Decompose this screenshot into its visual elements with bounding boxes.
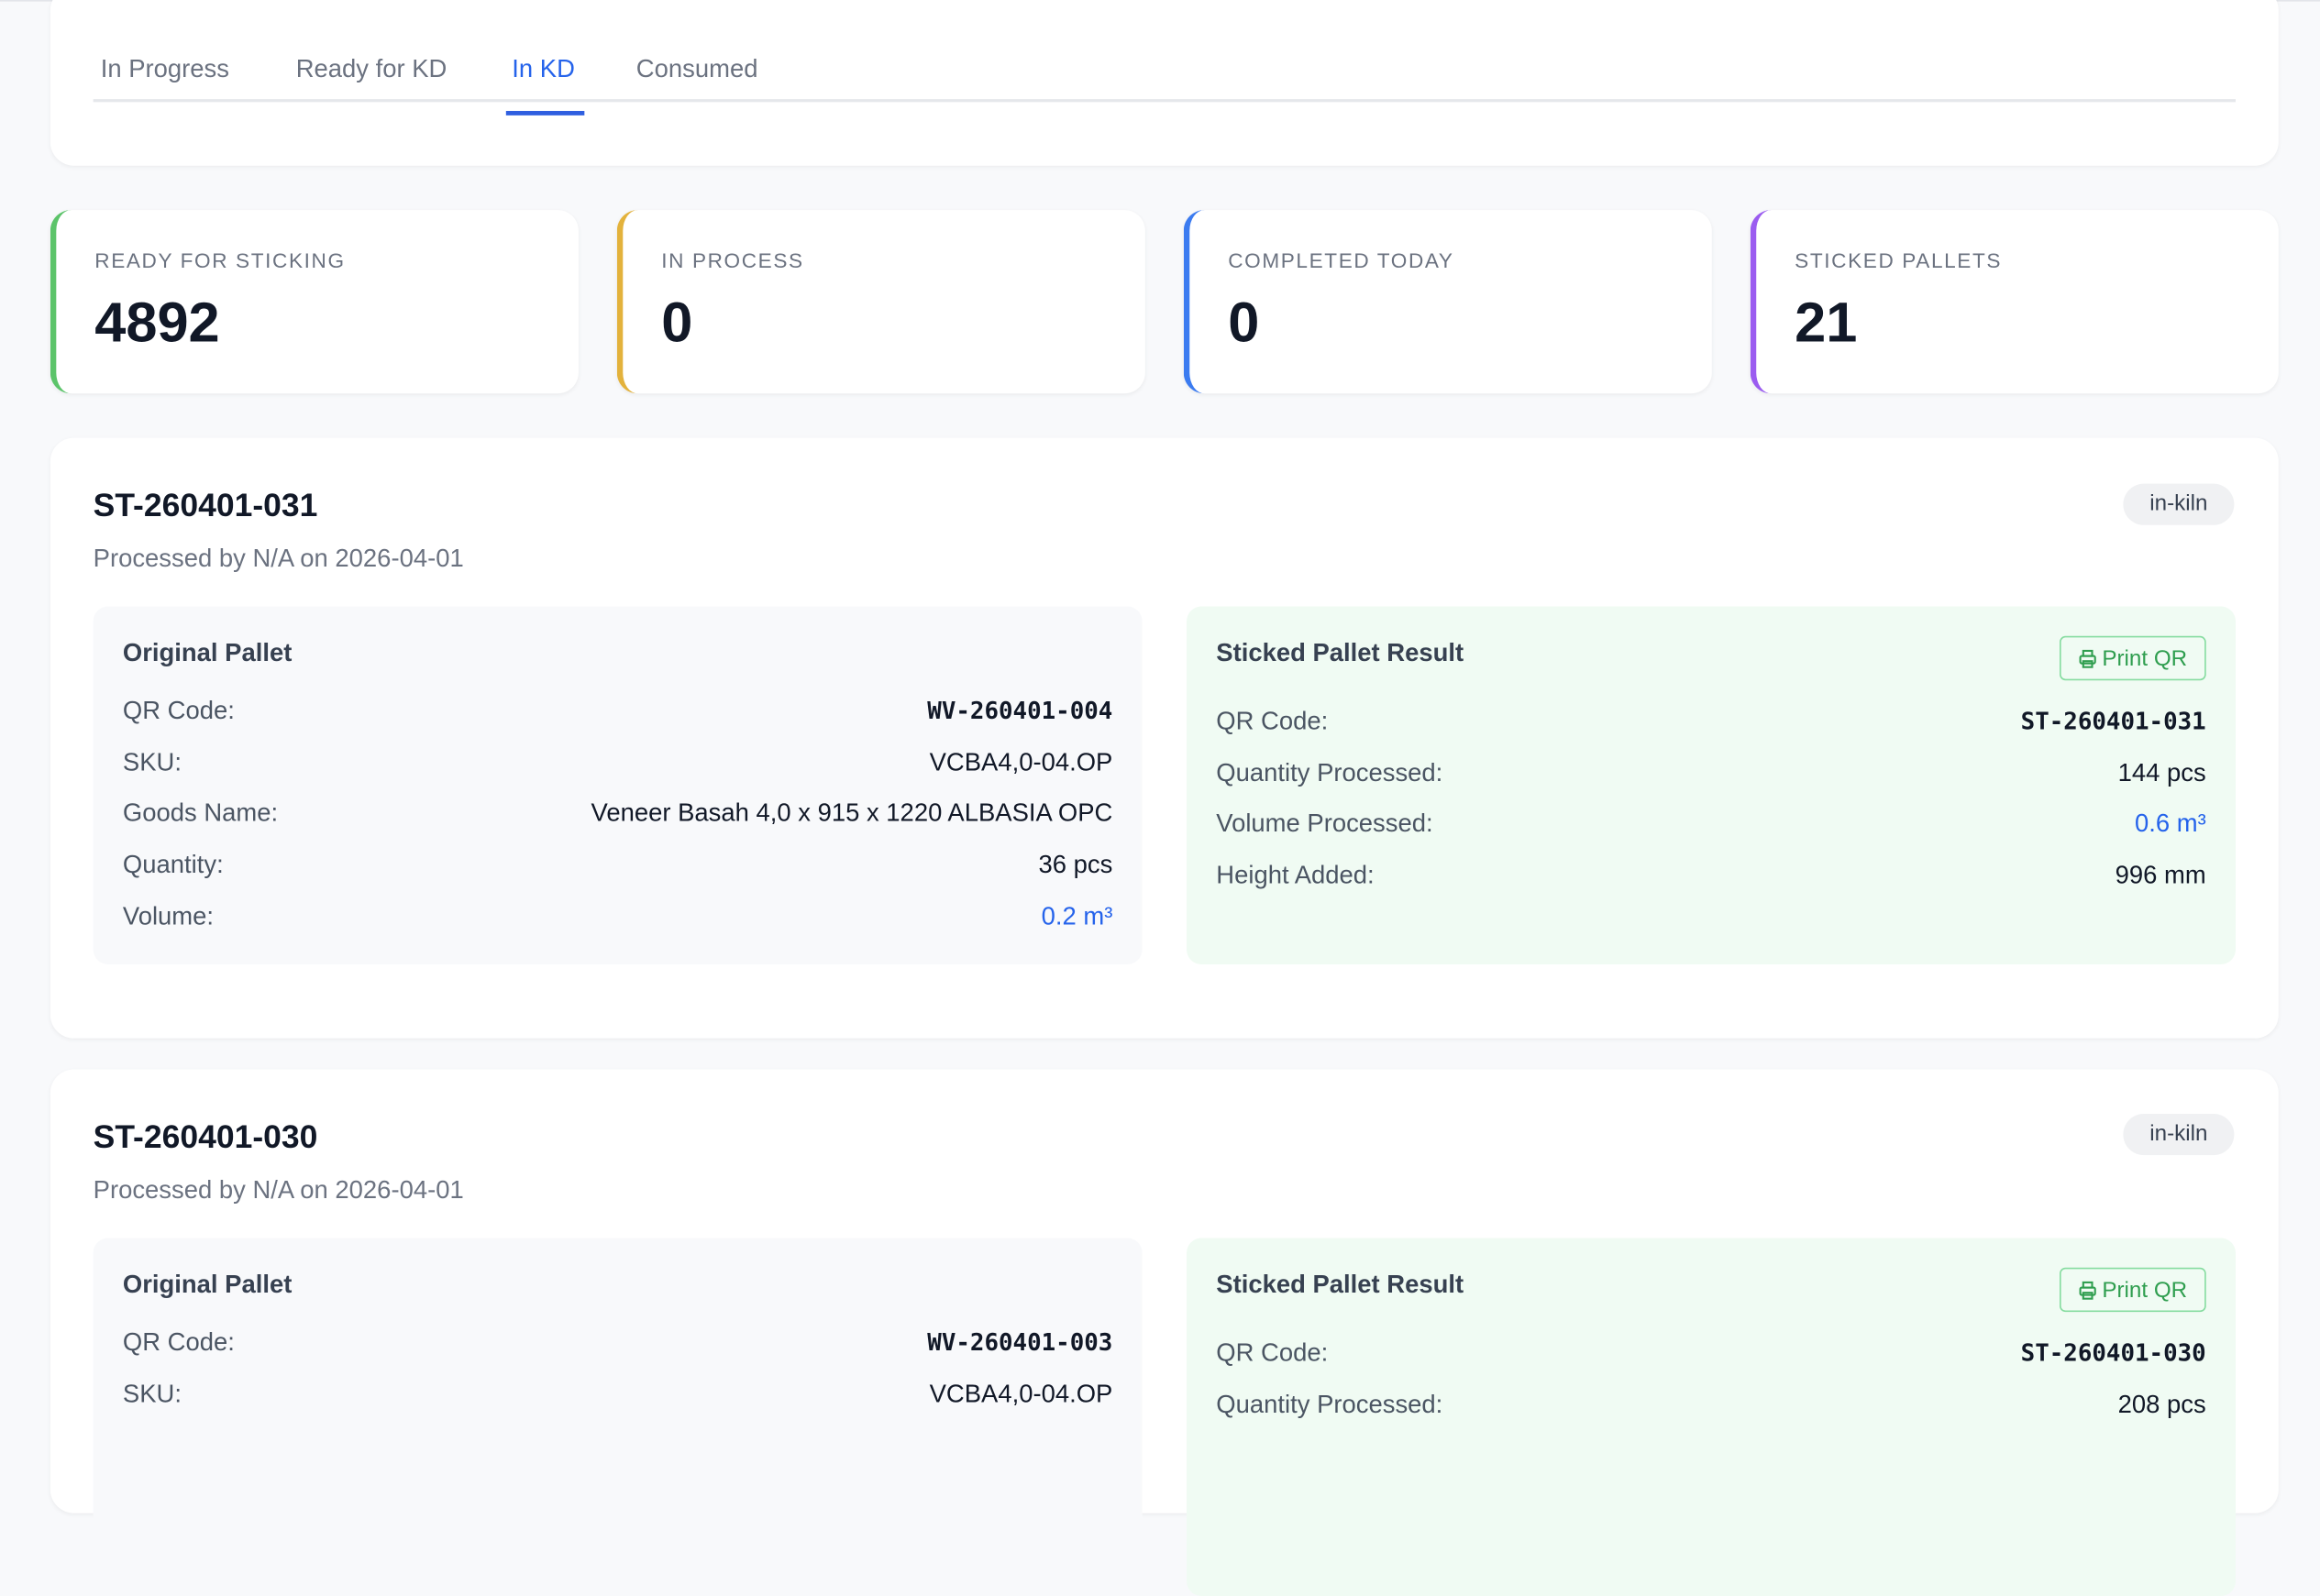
detail-label: Volume Processed:	[1216, 809, 1433, 838]
record-id: ST-260401-030	[93, 1117, 318, 1156]
detail-row: Quantity Processed: 208 pcs	[1216, 1391, 2205, 1423]
detail-label: QR Code:	[1216, 1338, 1329, 1367]
detail-row: SKU: VCBA4,0-04.OP	[123, 748, 1112, 780]
detail-label: QR Code:	[122, 696, 235, 725]
printer-icon	[2079, 1281, 2096, 1300]
stat-value: 21	[1795, 292, 1858, 356]
printer-icon	[2079, 649, 2096, 668]
detail-value: ST-260401-031	[2020, 707, 2206, 735]
detail-value: 0.6 m³	[2134, 809, 2206, 838]
detail-row: Quantity Processed: 144 pcs	[1216, 759, 2205, 791]
original-pallet-panel: Original Pallet QR Code: WV-260401-004 SK…	[93, 606, 1143, 965]
detail-label: Volume:	[122, 902, 215, 930]
detail-value: VCBA4,0-04.OP	[929, 1380, 1113, 1409]
detail-value: VCBA4,0-04.OP	[929, 748, 1113, 777]
print-qr-button[interactable]: Print QR	[2059, 635, 2206, 681]
detail-label: Quantity Processed:	[1216, 758, 1443, 787]
stat-in-process: IN PROCESS 0	[616, 210, 1145, 394]
panel-title: Original Pallet	[122, 639, 293, 667]
stat-value: 0	[661, 292, 693, 356]
stat-value: 0	[1228, 292, 1260, 356]
detail-value: Veneer Basah 4,0 x 915 x 1220 ALBASIA OP…	[591, 798, 1113, 827]
print-qr-label: Print QR	[2102, 646, 2188, 672]
detail-value: 144 pcs	[2117, 758, 2206, 787]
panel-title: Sticked Pallet Result	[1216, 1270, 1464, 1299]
stat-sticked-pallets: STICKED PALLETS 21	[1750, 210, 2279, 394]
tabs-card: In Progress Ready for KD In KD Consumed	[50, 0, 2279, 166]
detail-row: Volume: 0.2 m³	[123, 902, 1112, 934]
record-id: ST-260401-031	[93, 486, 318, 524]
panel-title: Original Pallet	[122, 1270, 293, 1299]
record-subtitle: Processed by N/A on 2026-04-01	[93, 544, 464, 573]
tab-in-progress[interactable]: In Progress	[100, 54, 229, 83]
panel-title: Sticked Pallet Result	[1216, 639, 1464, 667]
detail-label: Quantity Processed:	[1216, 1390, 1443, 1419]
stat-ready-for-sticking: READY FOR STICKING 4892	[50, 210, 579, 394]
detail-value: 36 pcs	[1038, 850, 1113, 879]
detail-label: Height Added:	[1216, 861, 1375, 889]
detail-label: Goods Name:	[122, 798, 279, 827]
status-badge: in-kiln	[2123, 1113, 2235, 1156]
detail-label: QR Code:	[122, 1327, 235, 1357]
detail-value: ST-260401-030	[2020, 1338, 2206, 1367]
detail-row: Goods Name: Veneer Basah 4,0 x 915 x 1220…	[123, 798, 1112, 831]
detail-value: 208 pcs	[2117, 1390, 2206, 1419]
detail-value: WV-260401-003	[927, 1327, 1113, 1357]
stat-label: IN PROCESS	[661, 248, 804, 272]
detail-row: QR Code: ST-260401-030	[1216, 1338, 2205, 1370]
detail-row: QR Code: WV-260401-003	[123, 1328, 1112, 1360]
original-pallet-panel: Original Pallet QR Code: WV-260401-003 SK…	[93, 1238, 1143, 1596]
record-card: ST-260401-031 Processed by N/A on 2026-0…	[50, 437, 2279, 1039]
detail-value: 0.2 m³	[1041, 902, 1113, 930]
detail-value: WV-260401-004	[927, 696, 1113, 725]
detail-label: Quantity:	[122, 850, 224, 879]
detail-row: Volume Processed: 0.6 m³	[1216, 809, 2205, 842]
stat-completed-today: COMPLETED TODAY 0	[1183, 210, 1712, 394]
record-card: ST-260401-030 Processed by N/A on 2026-0…	[50, 1069, 2279, 1596]
sticked-result-panel: Sticked Pallet Result Print QR QR Code: S…	[1187, 606, 2236, 965]
print-qr-button[interactable]: Print QR	[2059, 1267, 2206, 1313]
page: In Progress Ready for KD In KD Consumed …	[0, 0, 2320, 1419]
print-qr-label: Print QR	[2102, 1278, 2188, 1304]
detail-row: Quantity: 36 pcs	[123, 851, 1112, 883]
tab-in-kd[interactable]: In KD	[505, 54, 583, 116]
status-badge: in-kiln	[2123, 483, 2235, 525]
sticked-result-panel: Sticked Pallet Result Print QR QR Code: S…	[1187, 1238, 2236, 1596]
tab-consumed[interactable]: Consumed	[635, 54, 758, 83]
detail-row: SKU: VCBA4,0-04.OP	[123, 1380, 1112, 1412]
detail-label: SKU:	[122, 1380, 182, 1409]
detail-label: QR Code:	[1216, 707, 1329, 735]
stat-label: READY FOR STICKING	[94, 248, 346, 272]
stat-value: 4892	[94, 292, 220, 356]
stat-label: COMPLETED TODAY	[1228, 248, 1454, 272]
record-subtitle: Processed by N/A on 2026-04-01	[93, 1175, 464, 1205]
tab-bar: In Progress Ready for KD In KD Consumed	[93, 0, 2236, 116]
detail-value: 996 mm	[2115, 861, 2206, 889]
stat-label: STICKED PALLETS	[1795, 248, 2003, 272]
detail-row: Height Added: 996 mm	[1216, 861, 2205, 893]
detail-row: QR Code: ST-260401-031	[1216, 707, 2205, 739]
detail-row: QR Code: WV-260401-004	[123, 697, 1112, 729]
detail-label: SKU:	[122, 748, 182, 777]
tab-ready-for-kd[interactable]: Ready for KD	[295, 54, 447, 83]
